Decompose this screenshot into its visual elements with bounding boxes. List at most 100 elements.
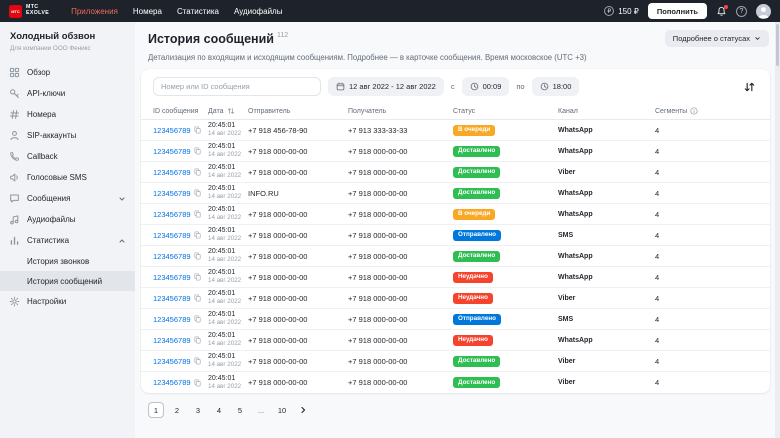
help-icon[interactable]: ? <box>736 5 747 17</box>
row-segments: 4 <box>655 293 660 303</box>
copy-icon[interactable] <box>193 294 201 302</box>
table-row[interactable]: 123456789 20:45:01 14 авг 2022 +7 918 00… <box>141 246 770 267</box>
row-time: 20:45:01 <box>208 269 236 277</box>
time-from-picker[interactable]: 00:09 <box>461 77 510 96</box>
page-button-5[interactable]: 5 <box>237 405 243 415</box>
sidebar-subitem-message-history[interactable]: История сообщений <box>0 271 135 291</box>
page-description: Детализация по входящим и исходящим сооб… <box>148 53 587 62</box>
overview-grid-icon <box>9 67 20 78</box>
date-range-value: 12 авг 2022 - 12 авг 2022 <box>349 82 436 91</box>
table-row[interactable]: 123456789 20:45:01 14 авг 2022 +7 918 00… <box>141 288 770 309</box>
table-row[interactable]: 123456789 20:45:01 14 авг 2022 +7 918 00… <box>141 351 770 372</box>
copy-icon[interactable] <box>193 315 201 323</box>
sidebar-item-statistics[interactable]: Статистика <box>0 230 135 251</box>
copy-icon[interactable] <box>193 357 201 365</box>
balance[interactable]: ₽ 150 ₽ <box>604 6 639 16</box>
date-range-picker[interactable]: 12 авг 2022 - 12 авг 2022 <box>328 77 444 96</box>
page-button-2[interactable]: 2 <box>174 405 180 415</box>
table-row[interactable]: 123456789 20:45:01 14 авг 2022 +7 918 00… <box>141 309 770 330</box>
cell-date: 20:45:01 14 авг 2022 <box>208 185 248 201</box>
topup-button[interactable]: Пополнить <box>647 3 707 19</box>
message-id-link[interactable]: 123456789 <box>153 378 191 387</box>
cell-id: 123456789 <box>153 210 208 219</box>
copy-icon[interactable] <box>193 189 201 197</box>
table-row[interactable]: 123456789 20:45:01 14 авг 2022 +7 918 00… <box>141 330 770 351</box>
sidebar-item-numbers[interactable]: Номера <box>0 104 135 125</box>
col-date[interactable]: Дата <box>208 107 248 115</box>
page-ellipsis: ... <box>257 405 265 415</box>
next-page-icon[interactable] <box>295 402 311 418</box>
table-row[interactable]: 123456789 20:45:01 14 авг 2022 +7 918 00… <box>141 204 770 225</box>
cell-status: Доставлено <box>453 166 558 178</box>
cell-date: 20:45:01 14 авг 2022 <box>208 332 248 348</box>
cell-id: 123456789 <box>153 252 208 261</box>
copy-icon[interactable] <box>193 126 201 134</box>
table-row[interactable]: 123456789 20:45:01 14 авг 2022 +7 918 45… <box>141 120 770 141</box>
sidebar-item-api-keys[interactable]: API-ключи <box>0 83 135 104</box>
speaker-icon <box>10 173 18 182</box>
time-to-picker[interactable]: 18:00 <box>531 77 580 96</box>
sidebar-item-messages[interactable]: Сообщения <box>0 188 135 209</box>
nav-statistics[interactable]: Статистика <box>176 6 219 16</box>
sidebar-item-overview[interactable]: Обзор <box>0 62 135 83</box>
statuses-info-button[interactable]: Подробнее о статусах <box>664 30 769 47</box>
notifications-bell-icon[interactable] <box>716 4 728 17</box>
page-button-1[interactable]: 1 <box>148 402 164 418</box>
copy-icon[interactable] <box>193 231 201 239</box>
table-row[interactable]: 123456789 20:45:01 14 авг 2022 +7 918 00… <box>141 162 770 183</box>
message-id-link[interactable]: 123456789 <box>153 272 191 282</box>
table-row[interactable]: 123456789 20:45:01 14 авг 2022 INFO.RU +… <box>141 183 770 204</box>
copy-icon[interactable] <box>193 168 201 176</box>
copy-icon[interactable] <box>193 379 201 387</box>
search-input[interactable] <box>153 77 321 96</box>
sidebar-item-callback[interactable]: Callback <box>0 146 135 167</box>
message-id-link[interactable]: 123456789 <box>153 230 191 240</box>
sidebar-item-voice-sms[interactable]: Голосовые SMS <box>0 167 135 188</box>
row-time: 20:45:01 <box>208 311 236 319</box>
copy-icon[interactable] <box>193 210 201 218</box>
cell-status: Отправлено <box>453 229 558 241</box>
message-id-link[interactable]: 123456789 <box>153 356 191 366</box>
row-time: 20:45:01 <box>208 206 236 214</box>
scrollbar-thumb[interactable] <box>776 24 779 66</box>
table-row[interactable]: 123456789 20:45:01 14 авг 2022 +7 918 00… <box>141 141 770 162</box>
copy-icon[interactable] <box>193 252 201 260</box>
nav-audiofiles[interactable]: Аудиофайлы <box>233 6 283 16</box>
page-button-3[interactable]: 3 <box>195 405 201 415</box>
info-icon[interactable] <box>690 107 698 115</box>
message-id-link[interactable]: 123456789 <box>153 293 191 303</box>
message-id-link[interactable]: 123456789 <box>153 209 191 219</box>
nav-apps[interactable]: Приложения <box>71 6 118 16</box>
filters-bar: 12 авг 2022 - 12 авг 2022 с 00:09 по 18:… <box>141 69 770 103</box>
row-date: 14 авг 2022 <box>208 340 242 348</box>
copy-icon[interactable] <box>193 336 201 344</box>
table-row[interactable]: 123456789 20:45:01 14 авг 2022 +7 918 00… <box>141 372 770 393</box>
page-button-10[interactable]: 10 <box>277 405 287 415</box>
status-badge: Доставлено <box>453 355 501 367</box>
message-id-link[interactable]: 123456789 <box>153 188 191 198</box>
message-id-link[interactable]: 123456789 <box>153 251 191 261</box>
col-id[interactable]: ID сообщения <box>153 107 199 115</box>
copy-icon[interactable] <box>193 273 201 281</box>
sidebar-subitem-call-history[interactable]: История звонков <box>0 251 135 271</box>
row-sender: +7 918 000-00-00 <box>248 293 308 303</box>
table-row[interactable]: 123456789 20:45:01 14 авг 2022 +7 918 00… <box>141 267 770 288</box>
page-button-4[interactable]: 4 <box>216 405 222 415</box>
cell-status: Отправлено <box>453 313 558 325</box>
nav-numbers[interactable]: Номера <box>132 6 162 16</box>
table-row[interactable]: 123456789 20:45:01 14 авг 2022 +7 918 00… <box>141 225 770 246</box>
row-receiver: +7 918 000-00-00 <box>348 209 408 219</box>
copy-icon[interactable] <box>193 147 201 155</box>
message-id-link[interactable]: 123456789 <box>153 335 191 345</box>
sidebar-item-audiofiles[interactable]: Аудиофайлы <box>0 209 135 230</box>
mts-exolve-logo[interactable]: МТС МТС EXOLVE <box>9 4 49 18</box>
message-id-link[interactable]: 123456789 <box>153 125 191 135</box>
user-avatar[interactable] <box>756 3 771 19</box>
message-id-link[interactable]: 123456789 <box>153 146 191 156</box>
sort-filter-icon[interactable] <box>741 79 758 95</box>
sidebar-item-settings[interactable]: Настройки <box>0 291 135 312</box>
sidebar-item-sip-accounts[interactable]: SIP-аккаунты <box>0 125 135 146</box>
chevron-up-icon <box>118 237 126 245</box>
message-id-link[interactable]: 123456789 <box>153 314 191 324</box>
message-id-link[interactable]: 123456789 <box>153 167 191 177</box>
